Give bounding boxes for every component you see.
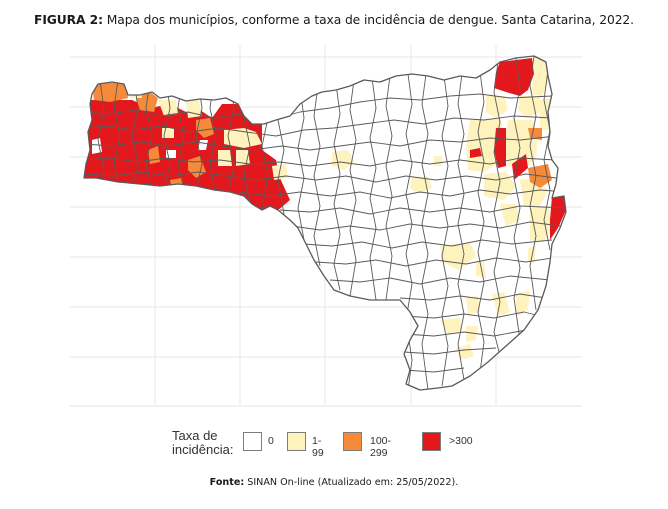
source-text: SINAN On-line (Atualizado em: 25/05/2022… [244, 477, 459, 488]
legend-swatch-1-99 [287, 432, 306, 451]
legend-title-line1: Taxa de [172, 428, 218, 443]
source-label: Fonte: [209, 477, 245, 488]
figure-caption: FIGURA 2: Mapa dos municípios, conforme … [0, 13, 668, 27]
legend-swatch-300-plus [422, 432, 441, 451]
legend-swatch-100-299 [343, 432, 362, 451]
legend-label-1-99: 1-99 [312, 435, 324, 459]
legend-label-0: 0 [268, 435, 274, 447]
legend-label-100-299: 100-299 [370, 435, 392, 459]
caption-text: Mapa dos municípios, conforme a taxa de … [102, 13, 634, 27]
caption-label: FIGURA 2: [34, 13, 103, 27]
legend-title: Taxa de incidência: [172, 429, 242, 456]
choropleth-map [70, 45, 582, 407]
source-note: Fonte: SINAN On-line (Atualizado em: 25/… [0, 477, 668, 488]
legend-title-line2: incidência: [172, 441, 234, 457]
legend-label-300-plus: >300 [449, 435, 473, 447]
legend-swatch-0 [243, 432, 262, 451]
